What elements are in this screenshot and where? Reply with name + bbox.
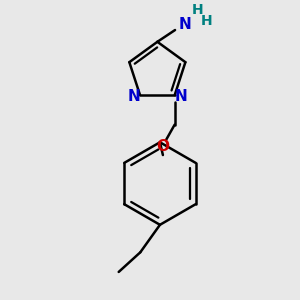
Text: H: H <box>192 3 203 17</box>
Text: N: N <box>178 16 191 32</box>
Text: O: O <box>156 139 170 154</box>
Text: N: N <box>127 88 140 104</box>
Text: H: H <box>201 14 212 28</box>
Text: N: N <box>175 88 188 104</box>
